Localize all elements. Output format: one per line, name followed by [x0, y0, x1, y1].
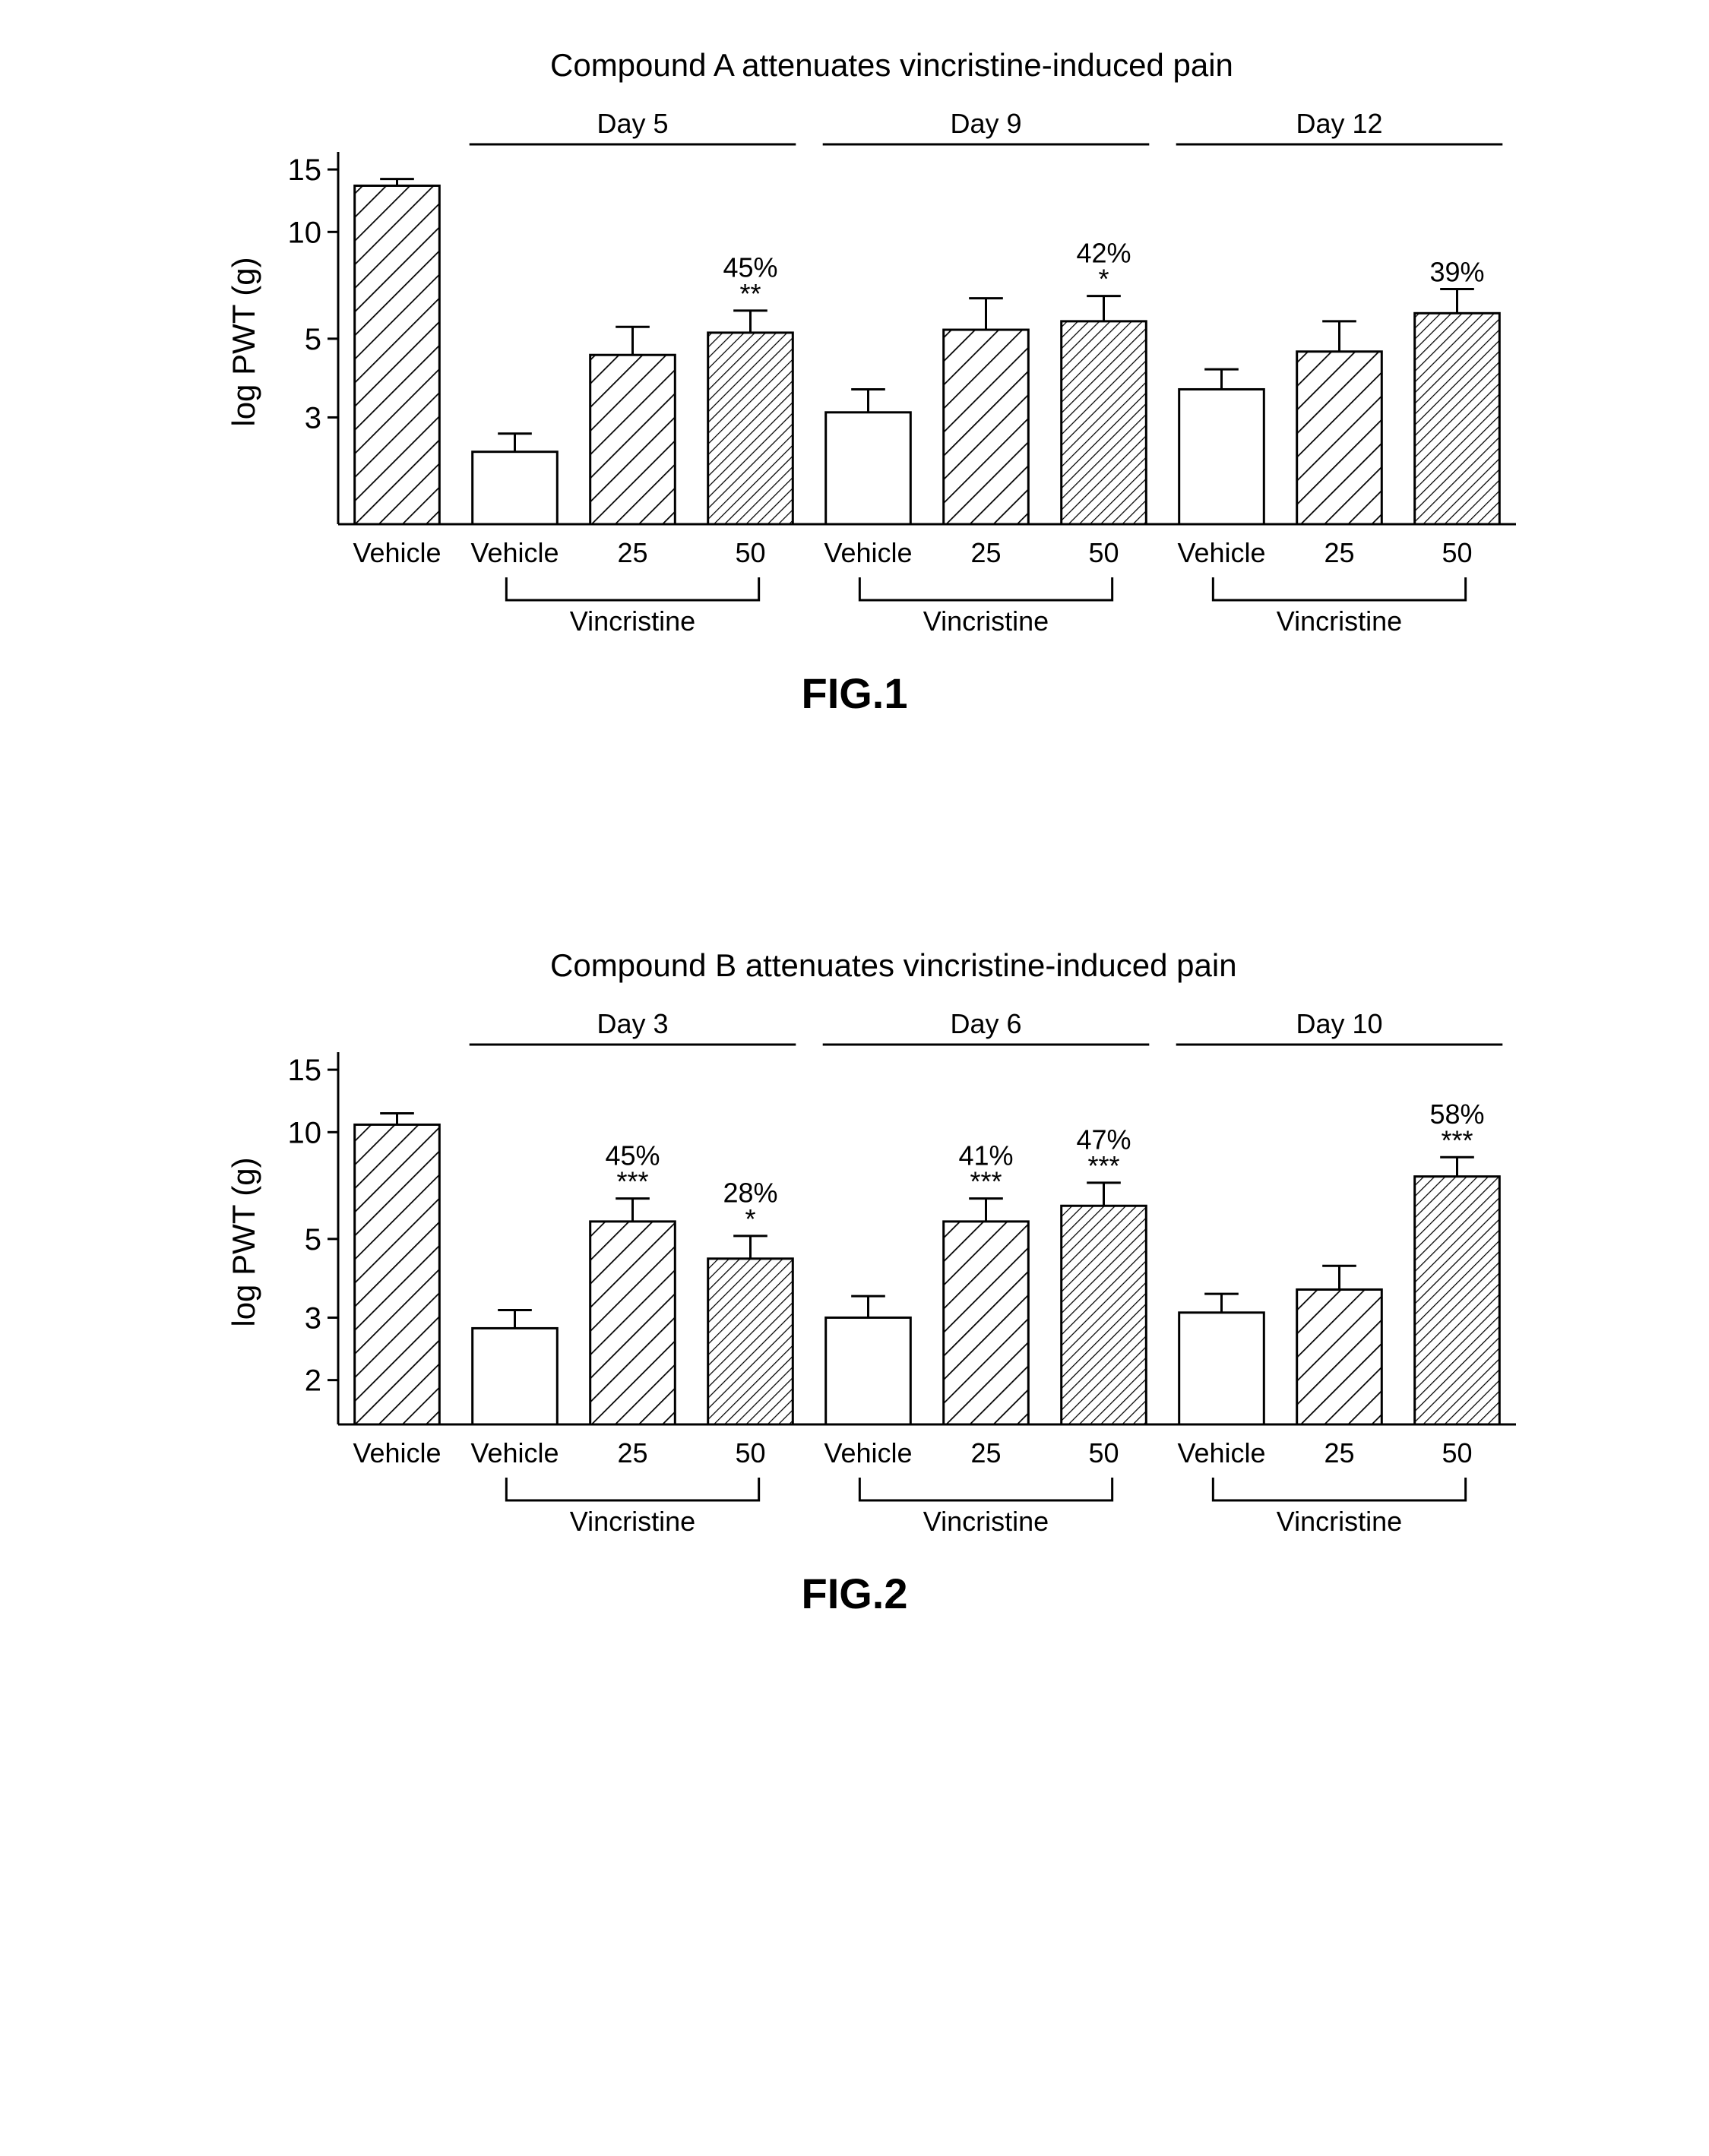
y-tick-label: 5 [304, 323, 321, 356]
bar-annotation: 39% [1429, 257, 1484, 288]
bar [472, 452, 557, 524]
bar-annotation: 45% [723, 252, 777, 283]
y-tick-label: 15 [287, 153, 321, 187]
bar [943, 330, 1028, 524]
x-tick-label: Vehicle [1177, 537, 1265, 568]
x-tick-label: 50 [1442, 1437, 1472, 1468]
bar-annotation: 45% [605, 1140, 660, 1171]
group-bracket-label: Vincristine [923, 1506, 1048, 1537]
chart-2: Compound B attenuates vincristine-induce… [171, 946, 1539, 1554]
bar [1414, 313, 1499, 524]
group-bracket-label: Vincristine [923, 605, 1048, 637]
bar [707, 333, 793, 524]
group-bracket-label: Vincristine [569, 1506, 695, 1537]
bar [707, 1259, 793, 1424]
x-tick-label: 25 [970, 1437, 1001, 1468]
group-bracket-label: Vincristine [1276, 605, 1401, 637]
figure-1: Compound A attenuates vincristine-induce… [30, 46, 1679, 718]
y-tick-label: 5 [304, 1223, 321, 1257]
group-bracket [859, 1478, 1112, 1500]
bar-annotation: 58% [1429, 1099, 1484, 1130]
bar [1296, 352, 1381, 524]
y-tick-label: 15 [287, 1054, 321, 1087]
day-group-label: Day 12 [1296, 108, 1382, 139]
bar [590, 355, 675, 524]
x-tick-label: 25 [1324, 1437, 1354, 1468]
bar [825, 413, 910, 524]
x-tick-label: 50 [1088, 1437, 1119, 1468]
y-axis-label: log PWT (g) [226, 1157, 261, 1326]
group-bracket-label: Vincristine [569, 605, 695, 637]
bar [1414, 1177, 1499, 1424]
group-bracket [1213, 577, 1465, 600]
x-tick-label: 50 [735, 1437, 765, 1468]
group-bracket [859, 577, 1112, 600]
bar [1061, 1206, 1146, 1424]
chart-2-svg: Compound B attenuates vincristine-induce… [171, 946, 1539, 1554]
chart-1-svg: Compound A attenuates vincristine-induce… [171, 46, 1539, 653]
y-tick-label: 3 [304, 1301, 321, 1335]
chart-1: Compound A attenuates vincristine-induce… [171, 46, 1539, 653]
day-group-label: Day 6 [950, 1008, 1021, 1039]
day-group-label: Day 5 [597, 108, 668, 139]
x-tick-label: 50 [735, 537, 765, 568]
bar [943, 1222, 1028, 1424]
bar-annotation: 42% [1076, 237, 1131, 268]
day-group-label: Day 9 [950, 108, 1021, 139]
x-tick-label: Vehicle [470, 1437, 559, 1468]
bar [354, 1124, 439, 1424]
group-bracket-label: Vincristine [1276, 1506, 1401, 1537]
x-tick-label: Vehicle [353, 1437, 441, 1468]
y-tick-label: 10 [287, 216, 321, 249]
x-tick-label: 25 [617, 1437, 647, 1468]
x-tick-label: 25 [617, 537, 647, 568]
bar [1179, 389, 1264, 524]
y-tick-label: 2 [304, 1364, 321, 1398]
y-tick-label: 10 [287, 1116, 321, 1149]
x-tick-label: Vehicle [824, 1437, 912, 1468]
bar [1061, 321, 1146, 524]
y-tick-label: 3 [304, 401, 321, 435]
bar-annotation: 28% [723, 1178, 777, 1209]
x-tick-label: 50 [1088, 537, 1119, 568]
fig-2-label: FIG.2 [801, 1569, 907, 1618]
day-group-label: Day 3 [597, 1008, 668, 1039]
chart-title: Compound B attenuates vincristine-induce… [550, 947, 1237, 983]
bar [1179, 1313, 1264, 1424]
group-bracket [506, 1478, 758, 1500]
bar-annotation: 41% [958, 1140, 1013, 1171]
x-tick-label: Vehicle [824, 537, 912, 568]
bar [590, 1222, 675, 1424]
figure-2: Compound B attenuates vincristine-induce… [30, 946, 1679, 1618]
fig-1-label: FIG.1 [801, 669, 907, 718]
bar [825, 1317, 910, 1424]
chart-title: Compound A attenuates vincristine-induce… [550, 47, 1233, 83]
x-tick-label: 25 [1324, 537, 1354, 568]
x-tick-label: Vehicle [1177, 1437, 1265, 1468]
x-tick-label: Vehicle [470, 537, 559, 568]
x-tick-label: 25 [970, 537, 1001, 568]
bar-annotation: 47% [1076, 1124, 1131, 1155]
group-bracket [1213, 1478, 1465, 1500]
x-tick-label: 50 [1442, 537, 1472, 568]
y-axis-label: log PWT (g) [226, 257, 261, 426]
day-group-label: Day 10 [1296, 1008, 1382, 1039]
x-tick-label: Vehicle [353, 537, 441, 568]
bar [354, 185, 439, 524]
group-bracket [506, 577, 758, 600]
bar [1296, 1289, 1381, 1424]
bar [472, 1328, 557, 1424]
